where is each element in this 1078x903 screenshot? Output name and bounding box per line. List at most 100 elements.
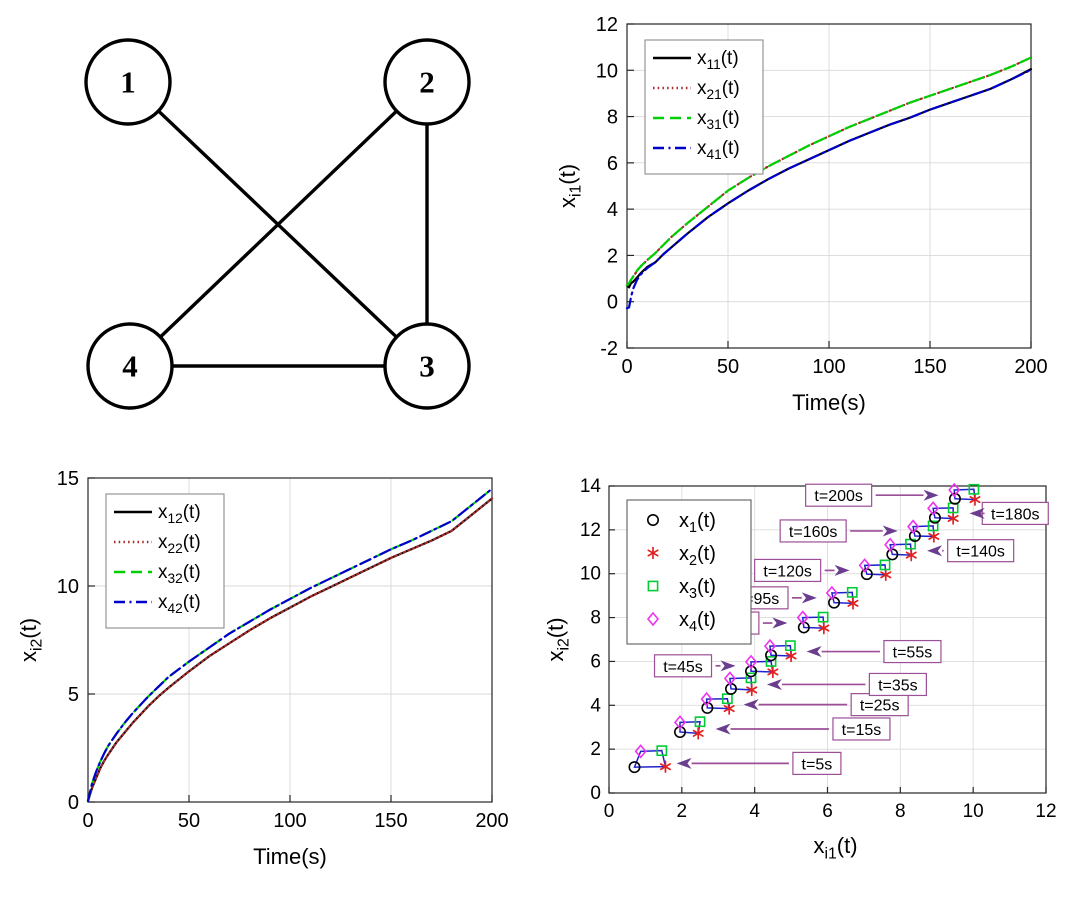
- node-label-1: 1: [120, 65, 136, 100]
- annotation-t200s[interactable]: t=200s: [805, 483, 939, 507]
- annotation-t140s[interactable]: t=140s: [927, 539, 1015, 563]
- annotation-box: [947, 539, 1015, 563]
- marker-x1: [701, 701, 714, 714]
- snapshot-t160s: t=160s: [779, 519, 940, 543]
- annotation-t35s[interactable]: t=35s: [766, 672, 927, 697]
- tick-label-x: 6: [822, 801, 833, 822]
- svg-text:xi1(t): xi1(t): [555, 164, 585, 208]
- legend-label-2: x32(t): [158, 562, 201, 586]
- snapshot-t45s: t=45s: [653, 654, 779, 679]
- marker-x2: [847, 597, 859, 610]
- xi2-plot-svg: 0 50 100 150 200 0 5 10 15 Time(s) xi2(t) x12(t) x22…: [16, 468, 509, 869]
- annotation-arrow-head: [882, 525, 898, 537]
- annotation-t180s[interactable]: t=180s: [969, 501, 1049, 526]
- tick-label-y: 6: [607, 153, 618, 175]
- marker-x1: [674, 726, 687, 739]
- tick-label-y: 14: [580, 476, 602, 497]
- legend-label-3: x41(t): [697, 138, 740, 162]
- marker-x2: [767, 665, 779, 679]
- svg-text:x1(t): x1(t): [679, 510, 716, 536]
- svg-text:xi2(t): xi2(t): [16, 618, 46, 662]
- marker-x3: [927, 520, 939, 532]
- agent-polygon: [801, 616, 825, 629]
- tick-label-x: 0: [604, 801, 615, 822]
- svg-text:x2(t): x2(t): [679, 543, 716, 569]
- snapshot-t55s: t=55s: [763, 638, 942, 664]
- agent-polygon: [729, 677, 753, 691]
- marker-x4: [700, 691, 713, 707]
- tick-label-y: 6: [590, 651, 601, 672]
- annotation-arrow-head: [927, 545, 943, 557]
- legend[interactable]: x12(t) x22(t) x32(t) x42(t): [105, 493, 225, 629]
- marker-x2: [659, 760, 671, 773]
- marker-x2: [905, 548, 917, 562]
- tick-label-x: 100: [273, 810, 306, 832]
- marker-x2: [969, 493, 981, 506]
- annotation-t5s[interactable]: t=5s: [676, 751, 842, 775]
- legend-marker-circle: [647, 514, 660, 527]
- marker-x3: [656, 745, 668, 757]
- annotation-t55s[interactable]: t=55s: [806, 639, 942, 664]
- marker-x2: [746, 683, 758, 697]
- legend-label-0: x11(t): [697, 48, 739, 72]
- legend-label-0: x1(t): [679, 510, 716, 536]
- marker-x4: [948, 482, 961, 498]
- series-group: [86, 487, 494, 803]
- marker-x2: [785, 649, 797, 663]
- marker-x2: [692, 727, 704, 740]
- marker-x4: [763, 638, 777, 654]
- legend-label-3: x4(t): [679, 609, 716, 635]
- annotation-arrow-head: [806, 646, 822, 658]
- agent-polygon: [932, 507, 954, 520]
- tick-label-y: 5: [68, 684, 79, 706]
- annotation-label: t=200s: [814, 488, 862, 505]
- annotation-t160s[interactable]: t=160s: [779, 519, 898, 543]
- communication-graph-svg: 1 2 3 4: [84, 38, 471, 410]
- legend[interactable]: x1(t) x2(t) x3(t) x4(t): [626, 499, 752, 645]
- agent-polygon: [912, 525, 935, 538]
- legend-box: [105, 493, 225, 629]
- marker-x4: [884, 537, 897, 553]
- node-label-2: 2: [419, 65, 435, 100]
- tick-label-x: 150: [913, 356, 946, 378]
- graph-node-4[interactable]: 4: [86, 322, 174, 410]
- annotation-box: [868, 672, 927, 697]
- annotation-box: [832, 717, 891, 741]
- marker-x3: [745, 672, 757, 684]
- agent-polygon: [830, 591, 854, 605]
- series-line-3: [86, 487, 494, 803]
- tick-label-y: 8: [607, 107, 618, 129]
- tick-label-x: 4: [749, 801, 760, 822]
- graph-node-1[interactable]: 1: [84, 38, 172, 126]
- annotation-label: t=160s: [789, 524, 837, 541]
- agent-polygon: [889, 543, 913, 556]
- marker-x2: [947, 512, 959, 525]
- annotation-t120s[interactable]: t=120s: [754, 558, 850, 583]
- graph-node-2[interactable]: 2: [383, 38, 471, 126]
- legend-marker-asterisk: [647, 546, 659, 560]
- marker-x4: [744, 654, 758, 670]
- phase-portrait-panel: 0 2 4 6 8 10 12 0 2 4 6 8 10 12 14 xi1(t) xi2(t) t=5s t=15…: [539, 450, 1078, 903]
- snapshot-t200s: t=200s: [805, 482, 981, 507]
- marker-x3: [784, 640, 796, 652]
- marker-x3: [846, 586, 858, 598]
- node-circle-4: [86, 322, 174, 410]
- annotation-t25s[interactable]: t=25s: [743, 693, 909, 717]
- graph-node-3[interactable]: 3: [383, 322, 471, 410]
- x-axis-label: Time(s): [253, 844, 327, 869]
- annotation-arrow-head: [720, 660, 736, 672]
- annotation-label: t=35s: [878, 677, 918, 694]
- legend-label-0: x12(t): [158, 502, 201, 526]
- annotation-arrow-head: [834, 564, 850, 576]
- legend-label-2: x3(t): [679, 576, 716, 602]
- graph-nodes: 1 2 3 4: [84, 38, 471, 410]
- annotation-arrow-head: [923, 489, 939, 501]
- y-axis-label: xi2(t): [16, 618, 46, 662]
- legend[interactable]: x11(t) x21(t) x31(t) x41(t): [644, 39, 764, 175]
- node-label-4: 4: [122, 349, 138, 384]
- series-line-3: [625, 68, 1033, 310]
- annotation-t45s[interactable]: t=45s: [653, 654, 736, 678]
- tick-label-x: 8: [895, 801, 906, 822]
- snapshot-t140s: t=140s: [884, 537, 1015, 563]
- annotation-t15s[interactable]: t=15s: [715, 717, 891, 741]
